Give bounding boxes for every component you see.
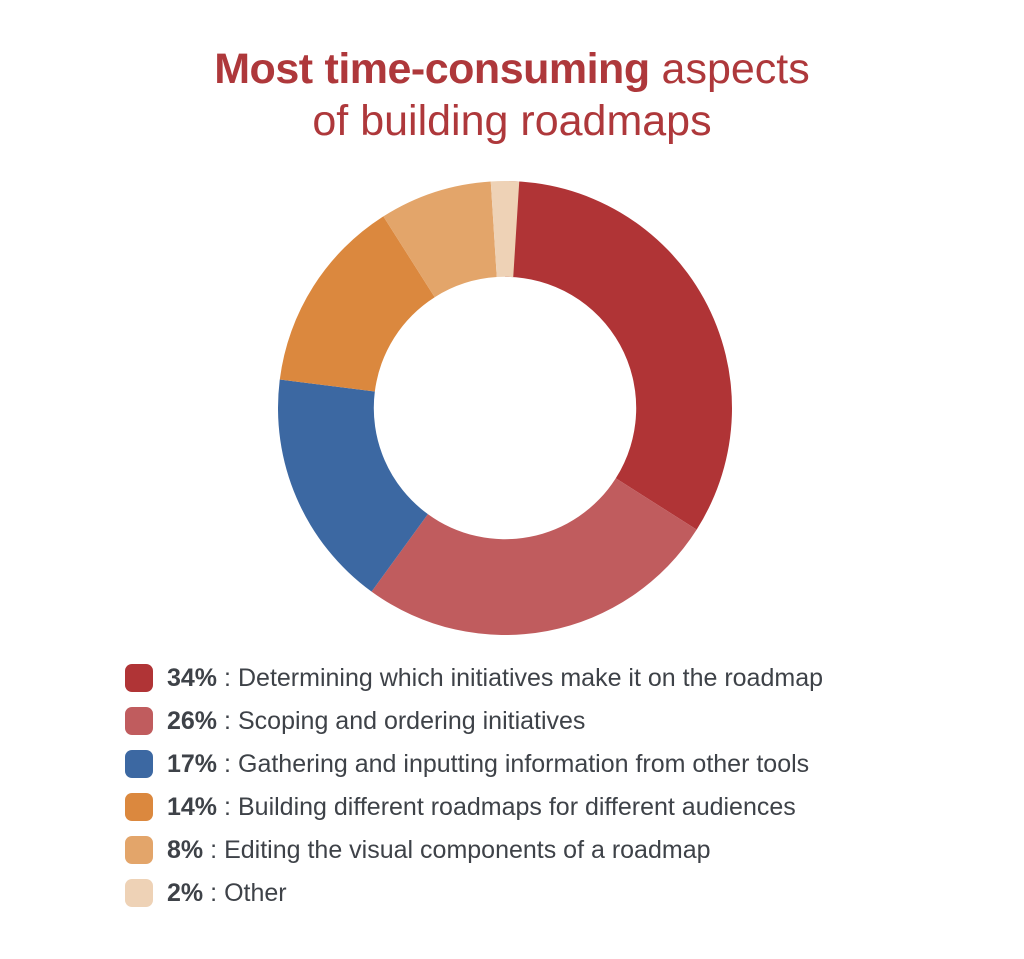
legend-separator: : xyxy=(210,879,218,907)
legend-separator: : xyxy=(224,707,231,735)
donut-segment-5 xyxy=(383,181,497,298)
legend-label: Other xyxy=(224,879,287,907)
legend-swatch xyxy=(125,793,153,821)
donut-segment-6 xyxy=(490,181,520,278)
legend-item: 14%: Building different roadmaps for diff… xyxy=(125,793,823,821)
legend-item: 2%: Other xyxy=(125,879,823,907)
legend-item: 17%: Gathering and inputting information … xyxy=(125,750,823,778)
legend-label: Building different roadmaps for differen… xyxy=(238,793,796,821)
title-word-bold: time-consuming xyxy=(324,45,651,93)
chart-title-line1: Most time-consuming aspects xyxy=(0,44,1024,96)
legend-swatch xyxy=(125,664,153,692)
chart-title-line2: of building roadmaps xyxy=(312,96,712,145)
legend-swatch xyxy=(125,836,153,864)
title-word-heavy: Most xyxy=(214,45,313,93)
legend-label: Determining which initiatives make it on… xyxy=(238,664,823,692)
legend-separator: : xyxy=(224,750,231,778)
legend-item: 8%: Editing the visual components of a ro… xyxy=(125,836,823,864)
legend-percent: 17% xyxy=(167,750,218,778)
legend-swatch xyxy=(125,707,153,735)
legend-swatch xyxy=(125,750,153,778)
chart-legend: 34%: Determining which initiatives make i… xyxy=(125,664,823,922)
legend-text: 8%: Editing the visual components of a ro… xyxy=(167,836,711,864)
legend-percent: 14% xyxy=(167,793,218,821)
legend-label: Scoping and ordering initiatives xyxy=(238,707,586,735)
donut-segment-3 xyxy=(278,379,428,592)
legend-percent: 8% xyxy=(167,836,204,864)
chart-title: Most time-consuming aspects of building … xyxy=(0,44,1024,147)
legend-separator: : xyxy=(224,664,231,692)
donut-chart xyxy=(278,181,732,635)
legend-separator: : xyxy=(210,836,218,864)
legend-text: 17%: Gathering and inputting information … xyxy=(167,750,809,778)
legend-percent: 26% xyxy=(167,707,218,735)
legend-percent: 2% xyxy=(167,879,204,907)
legend-percent: 34% xyxy=(167,664,218,692)
donut-segment-2 xyxy=(371,478,697,635)
legend-item: 26%: Scoping and ordering initiatives xyxy=(125,707,823,735)
legend-text: 2%: Other xyxy=(167,879,287,907)
legend-label: Editing the visual components of a roadm… xyxy=(224,836,711,864)
donut-segment-4 xyxy=(279,216,435,392)
legend-separator: : xyxy=(224,793,231,821)
legend-item: 34%: Determining which initiatives make i… xyxy=(125,664,823,692)
donut-segment-1 xyxy=(505,181,732,530)
legend-swatch xyxy=(125,879,153,907)
legend-label: Gathering and inputting information from… xyxy=(238,750,810,778)
legend-text: 34%: Determining which initiatives make i… xyxy=(167,664,823,692)
title-word-regular: aspects xyxy=(661,45,810,93)
legend-text: 26%: Scoping and ordering initiatives xyxy=(167,707,585,735)
legend-text: 14%: Building different roadmaps for diff… xyxy=(167,793,796,821)
